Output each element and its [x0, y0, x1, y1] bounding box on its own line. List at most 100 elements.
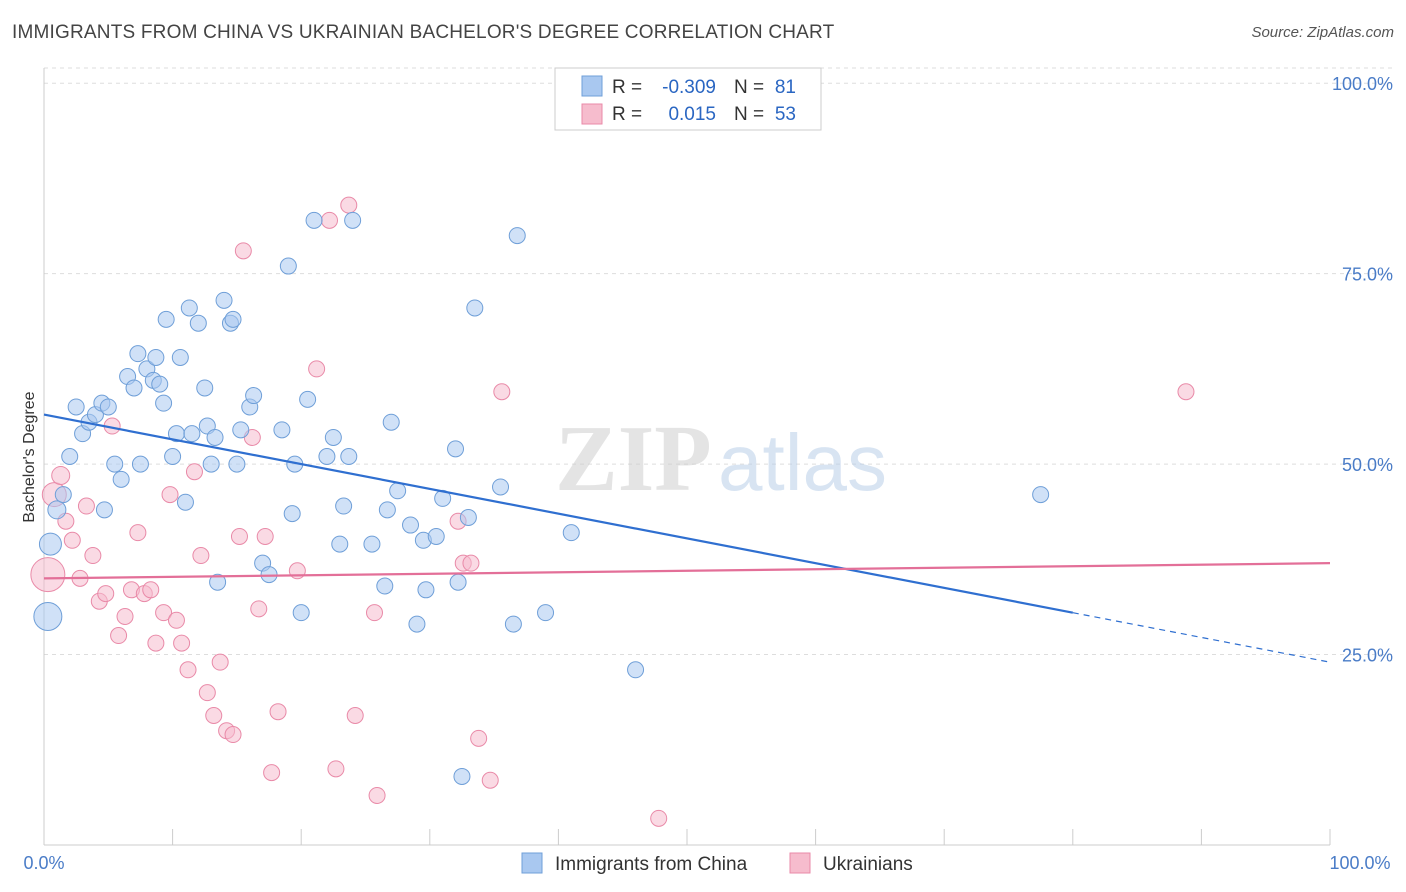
china-point-47: [283, 505, 301, 523]
legend-n-label-ukrainians: N =: [734, 104, 764, 125]
china-point-3: [54, 486, 72, 504]
legend-n-label-china: N =: [734, 77, 764, 98]
china-point-66: [417, 581, 435, 599]
series-legend-label-ukrainians: Ukrainians: [823, 854, 913, 875]
china-point-22: [155, 394, 173, 412]
legend-r-value-china: -0.309: [662, 77, 716, 98]
china-point-35: [209, 573, 227, 591]
ukrainians-point-40: [327, 760, 345, 778]
china-point-1: [38, 532, 62, 556]
ukrainians-point-33: [250, 600, 268, 618]
ukrainians-point-2: [51, 466, 71, 486]
china-point-79: [627, 661, 645, 679]
china-point-54: [331, 535, 349, 553]
china-point-33: [202, 455, 220, 473]
china-trend-line: [43, 413, 1074, 614]
gridlines: [44, 67, 1395, 656]
chart-title: IMMIGRANTS FROM CHINA VS UKRAINIAN BACHE…: [12, 22, 835, 43]
china-point-50: [299, 390, 317, 408]
china-point-63: [402, 516, 420, 534]
china-point-56: [340, 448, 358, 465]
watermark: ZIP atlas: [555, 407, 887, 511]
legend-swatch-ukrainians: [581, 103, 603, 125]
ukrainians-point-31: [234, 242, 252, 260]
series-legend-swatch-ukrainians: [789, 852, 811, 874]
legend-n-value-china: 81: [775, 77, 796, 98]
ukrainians-point-16: [142, 581, 160, 599]
china-point-61: [382, 413, 400, 431]
legend-n-value-ukrainians: 53: [775, 104, 796, 125]
y-tick-label-0: 25.0%: [1342, 646, 1393, 666]
ukrainians-point-6: [77, 497, 95, 515]
ukrainians-point-50: [493, 383, 511, 401]
china-point-45: [273, 421, 291, 439]
stats-legend: R = -0.309 N = 81 R = 0.015 N = 53: [554, 67, 822, 131]
ukrainians-point-23: [185, 463, 203, 481]
watermark-zip: ZIP: [555, 407, 712, 511]
ukrainians-point-44: [368, 786, 386, 804]
china-point-17: [131, 455, 149, 473]
china-point-4: [61, 448, 79, 465]
ukrainians-point-7: [84, 547, 102, 565]
ukrainians-point-30: [230, 527, 248, 545]
china-point-5: [67, 398, 85, 416]
china-point-0: [33, 601, 63, 631]
china-point-80: [1032, 486, 1050, 504]
series-legend: Immigrants from China Ukrainians: [521, 852, 913, 875]
china-point-21: [151, 375, 169, 393]
china-point-34: [206, 428, 224, 446]
ukrainians-point-14: [129, 524, 147, 542]
y-tick-label-2: 75.0%: [1342, 265, 1393, 285]
ukrainians-point-18: [155, 604, 173, 622]
y-axis-label: Bachelor's Degree: [21, 391, 38, 522]
series-legend-label-china: Immigrants from China: [555, 854, 748, 875]
ukrainians-point-29: [224, 726, 242, 744]
ukrainians-point-26: [205, 707, 223, 724]
china-point-23: [157, 310, 175, 328]
ukrainians-point-42: [346, 707, 364, 724]
ukrainians-point-19: [161, 486, 179, 504]
ukrainians-point-4: [63, 531, 81, 549]
china-point-27: [176, 493, 194, 511]
china-point-46: [279, 257, 297, 275]
china-point-26: [171, 348, 189, 366]
china-point-76: [508, 227, 526, 245]
china-point-55: [335, 497, 353, 515]
china-point-52: [318, 448, 336, 465]
china-point-69: [447, 440, 465, 458]
ukrainians-point-52: [1177, 383, 1195, 401]
x-tick-label-min: 0.0%: [23, 853, 64, 873]
ukrainians-point-27: [211, 653, 229, 671]
china-point-13: [112, 470, 130, 488]
ukrainians-point-20: [167, 611, 185, 629]
china-point-53: [324, 428, 342, 446]
china-point-62: [389, 482, 407, 500]
china-point-70: [449, 573, 467, 591]
china-point-40: [232, 421, 250, 439]
china-points: [33, 211, 1050, 785]
x-tick-label-max: 100.0%: [1329, 853, 1390, 873]
china-point-16: [129, 345, 147, 363]
china-point-12: [106, 455, 124, 473]
ukrainians-point-49: [481, 771, 499, 789]
ukrainians-point-51: [650, 809, 668, 827]
ukrainians-point-22: [179, 661, 197, 679]
ukrainians-point-17: [147, 634, 165, 652]
y-tick-label-1: 50.0%: [1342, 455, 1393, 475]
ukrainians-point-36: [269, 703, 287, 721]
china-point-24: [164, 448, 182, 465]
china-point-2: [47, 500, 67, 520]
china-point-64: [408, 615, 426, 633]
ukrainians-point-25: [198, 684, 216, 702]
source-label: Source: ZipAtlas.com: [1251, 24, 1394, 41]
china-point-57: [344, 211, 362, 229]
x-axis-ticks: [43, 829, 1331, 845]
ukrainians-points: [30, 196, 1195, 827]
china-point-75: [504, 615, 522, 633]
ukrainians-point-38: [308, 360, 326, 378]
china-point-15: [125, 379, 143, 397]
china-point-58: [363, 535, 381, 553]
china-point-10: [95, 501, 113, 519]
china-point-28: [180, 299, 198, 317]
